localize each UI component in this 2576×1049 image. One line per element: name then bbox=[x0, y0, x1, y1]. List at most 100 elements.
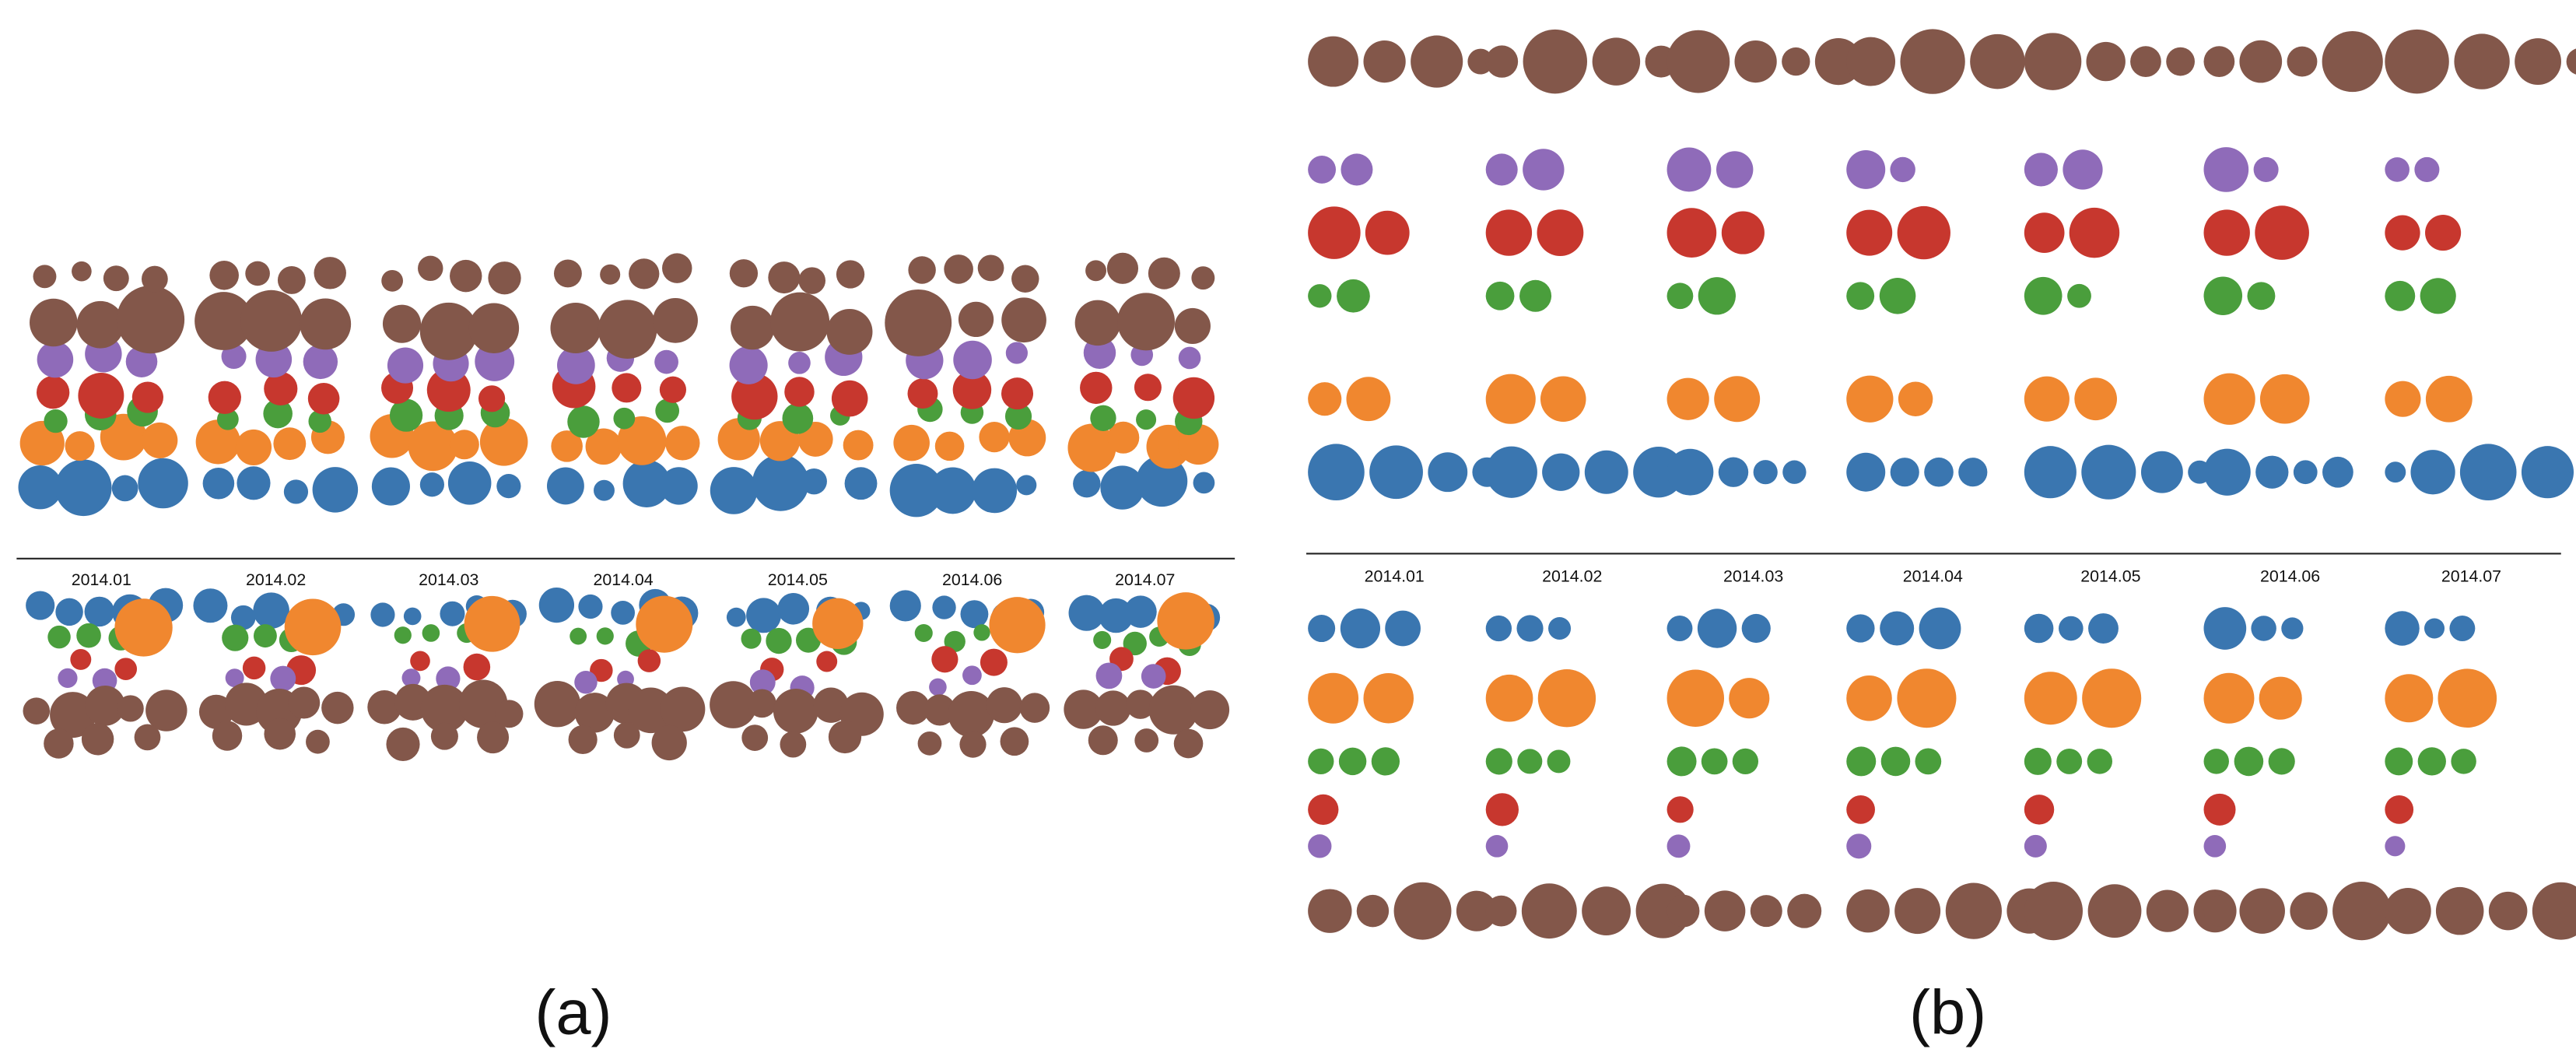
bubble bbox=[387, 347, 424, 384]
bubble bbox=[1371, 747, 1400, 776]
bubble bbox=[1346, 377, 1391, 422]
bubble bbox=[2385, 280, 2416, 311]
bubble bbox=[784, 377, 815, 407]
bubble bbox=[216, 408, 239, 430]
bubble bbox=[141, 265, 168, 293]
bubble bbox=[475, 342, 515, 381]
bubble bbox=[2067, 283, 2091, 308]
bubble bbox=[430, 722, 458, 750]
bubble bbox=[2515, 38, 2561, 85]
bubble bbox=[253, 592, 289, 629]
bubble bbox=[1308, 382, 1342, 416]
bubble bbox=[798, 267, 826, 294]
bubble bbox=[944, 630, 966, 653]
bubble bbox=[729, 259, 759, 288]
bubble bbox=[534, 681, 581, 728]
bubble bbox=[831, 380, 868, 417]
bubble bbox=[2203, 209, 2250, 256]
bubble bbox=[308, 409, 331, 433]
bubble bbox=[78, 372, 124, 419]
bubble bbox=[1080, 371, 1113, 405]
bubble bbox=[50, 692, 96, 739]
bubble bbox=[1898, 381, 1933, 416]
bubble bbox=[2385, 836, 2406, 857]
bubble bbox=[2385, 157, 2410, 182]
bubble bbox=[394, 626, 412, 644]
bubble bbox=[2082, 668, 2142, 728]
bubble bbox=[240, 289, 303, 352]
bubble bbox=[1369, 445, 1423, 500]
bubble bbox=[44, 728, 74, 759]
bubble bbox=[914, 623, 933, 643]
bubble bbox=[447, 461, 492, 505]
bubble bbox=[1729, 678, 1770, 719]
bubble bbox=[788, 352, 811, 374]
bubble bbox=[977, 254, 1004, 282]
bubble bbox=[2063, 149, 2103, 190]
bubble bbox=[307, 383, 340, 415]
bubble bbox=[1068, 595, 1105, 631]
bubble bbox=[1485, 446, 1537, 498]
bubble bbox=[2203, 147, 2249, 192]
bubble bbox=[1846, 149, 1886, 189]
bubble bbox=[655, 398, 680, 423]
bubble bbox=[1782, 460, 1807, 484]
bubble bbox=[629, 258, 660, 289]
bubble bbox=[125, 346, 158, 377]
bubble bbox=[1148, 257, 1180, 289]
bubble bbox=[208, 381, 241, 414]
bubble bbox=[2438, 668, 2497, 728]
bubble bbox=[370, 602, 395, 627]
bubble bbox=[111, 475, 138, 502]
bubble bbox=[209, 260, 239, 290]
bubble bbox=[2203, 46, 2235, 77]
bubble bbox=[253, 624, 277, 648]
bubble bbox=[2203, 749, 2229, 774]
bubble bbox=[2385, 461, 2406, 483]
bubble bbox=[1667, 669, 1725, 727]
bubble bbox=[1667, 208, 1717, 258]
bubble bbox=[464, 595, 520, 652]
month-label: 2014.05 bbox=[2080, 567, 2140, 586]
bubble bbox=[1521, 883, 1577, 939]
bubble bbox=[885, 289, 952, 356]
bubble bbox=[300, 298, 352, 350]
bubble bbox=[1136, 455, 1188, 507]
bubble bbox=[367, 689, 401, 724]
bubble bbox=[1356, 894, 1390, 928]
bubble bbox=[2532, 882, 2576, 940]
bubble bbox=[1667, 377, 1709, 420]
bubble bbox=[1093, 630, 1112, 649]
bubble bbox=[30, 298, 78, 347]
bubble bbox=[2566, 48, 2576, 75]
bubble bbox=[116, 286, 185, 354]
bubble bbox=[1341, 153, 1373, 186]
bubble bbox=[1005, 342, 1028, 364]
bubble bbox=[1846, 889, 1890, 933]
bubble bbox=[1141, 664, 1166, 689]
month-label: 2014.03 bbox=[1723, 567, 1783, 586]
bubble bbox=[2024, 276, 2063, 315]
bubble bbox=[836, 260, 865, 289]
bubble bbox=[1095, 662, 1123, 689]
bubble bbox=[613, 407, 636, 430]
bubble bbox=[749, 669, 776, 696]
bubble bbox=[1890, 458, 1919, 487]
bubble bbox=[270, 665, 296, 692]
bubble bbox=[2234, 746, 2264, 777]
bubble bbox=[1485, 615, 1512, 642]
bubble bbox=[1542, 453, 1580, 491]
panel-label: (a) bbox=[534, 978, 612, 1048]
bubble bbox=[1667, 894, 1700, 928]
bubble bbox=[1846, 209, 1893, 256]
bubble bbox=[306, 729, 330, 754]
bubble bbox=[1308, 284, 1332, 308]
bubble bbox=[2255, 455, 2289, 489]
bubble bbox=[419, 472, 444, 497]
bubble bbox=[114, 598, 173, 657]
bubble bbox=[1919, 607, 1961, 650]
bubble bbox=[436, 666, 461, 691]
bubble bbox=[478, 385, 506, 412]
bubble bbox=[303, 344, 338, 380]
bubble bbox=[2253, 156, 2279, 182]
